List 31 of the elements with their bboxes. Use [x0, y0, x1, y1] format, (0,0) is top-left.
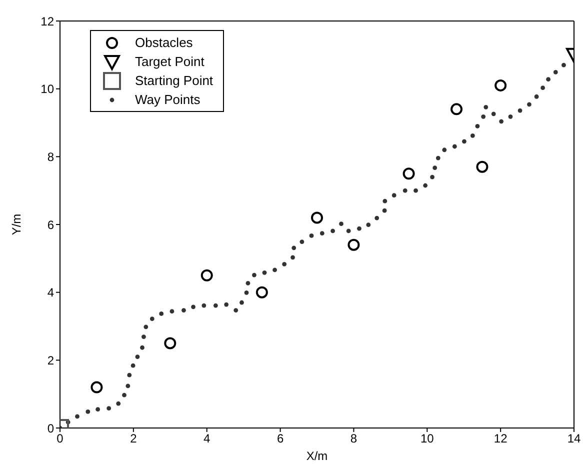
point: [164, 337, 176, 350]
x-tick-label: 6: [276, 432, 284, 446]
y-tick-label: 12: [40, 14, 54, 28]
x-tick-label: 0: [56, 432, 64, 446]
y-tick-label: 4: [47, 286, 54, 300]
y-tick-label: 10: [40, 82, 54, 96]
y-axis-title: Y/m: [9, 214, 24, 236]
legend-label: Way Points: [135, 92, 200, 107]
x-tick-label: 8: [350, 432, 358, 446]
point: [450, 103, 463, 116]
point: [311, 212, 323, 224]
x-tick-label: 4: [204, 432, 211, 446]
legend-label: Obstacles: [135, 35, 193, 50]
legend-label: Starting Point: [135, 73, 214, 88]
x-tick-label: 2: [130, 432, 138, 446]
x-tick-label: 12: [494, 432, 508, 446]
point: [402, 168, 415, 180]
x-axis-title: X/m: [306, 449, 328, 463]
y-tick-label: 2: [47, 353, 54, 368]
y-tick-label: 0: [47, 421, 54, 436]
point: [90, 381, 103, 394]
point: [494, 79, 507, 92]
point: [348, 238, 360, 251]
legend-label: Target Point: [135, 54, 204, 69]
x-tick-label: 10: [420, 432, 434, 446]
point: [256, 286, 268, 298]
x-tick-label: 14: [567, 432, 581, 446]
y-tick-label: 8: [47, 150, 54, 164]
point: [476, 160, 488, 173]
point: [200, 269, 213, 282]
y-tick-label: 6: [47, 218, 54, 232]
